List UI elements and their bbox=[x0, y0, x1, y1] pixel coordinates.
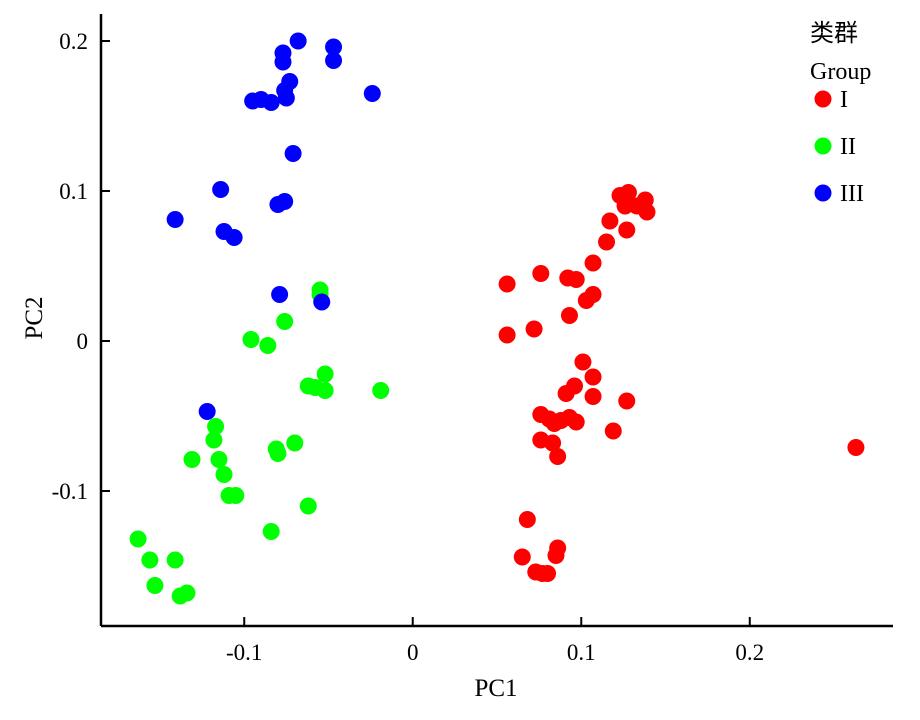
point-group-I bbox=[544, 434, 562, 452]
point-group-II bbox=[262, 523, 280, 540]
legend-label-III: III bbox=[840, 181, 864, 207]
point-group-I bbox=[847, 439, 865, 456]
point-group-II bbox=[178, 584, 196, 602]
point-group-II bbox=[141, 551, 159, 569]
point-group-II bbox=[276, 313, 294, 330]
point-group-III bbox=[166, 211, 184, 228]
point-group-I bbox=[584, 388, 602, 405]
data-points bbox=[129, 32, 865, 605]
y-tick-label: -0.1 bbox=[52, 479, 88, 504]
point-group-I bbox=[549, 448, 567, 465]
legend-marker-III bbox=[814, 184, 832, 202]
point-group-I bbox=[532, 265, 550, 282]
point-group-I bbox=[525, 320, 543, 338]
point-group-III bbox=[284, 145, 302, 162]
point-group-I bbox=[601, 212, 619, 230]
point-group-I bbox=[598, 233, 616, 251]
point-group-I bbox=[616, 197, 634, 215]
point-group-III bbox=[225, 229, 243, 246]
point-group-III bbox=[325, 38, 343, 56]
point-group-III bbox=[277, 89, 295, 107]
point-group-III bbox=[325, 52, 343, 69]
point-group-II bbox=[299, 497, 317, 515]
x-axis-title: PC1 bbox=[474, 675, 517, 702]
point-group-II bbox=[227, 487, 245, 504]
point-group-I bbox=[547, 547, 565, 564]
point-group-II bbox=[129, 530, 147, 548]
y-tick-label: 0.2 bbox=[59, 29, 88, 54]
point-group-I bbox=[539, 565, 557, 582]
y-axis-ticks: -0.1 0 0.1 0.2 bbox=[52, 29, 110, 504]
legend-title-zh: 类群 bbox=[810, 19, 858, 47]
point-group-II bbox=[242, 331, 260, 348]
point-group-I bbox=[557, 385, 575, 402]
point-group-I bbox=[619, 184, 637, 201]
point-group-II bbox=[146, 577, 164, 594]
point-group-II bbox=[286, 434, 304, 452]
point-group-I bbox=[518, 511, 536, 528]
x-tick-label: -0.1 bbox=[226, 640, 262, 665]
point-group-I bbox=[584, 254, 602, 272]
point-group-III bbox=[271, 286, 289, 303]
y-axis-title: PC2 bbox=[21, 296, 48, 339]
point-group-I bbox=[498, 326, 516, 344]
point-group-I bbox=[618, 221, 636, 239]
point-group-II bbox=[269, 445, 287, 462]
point-group-I bbox=[577, 292, 595, 309]
point-group-II bbox=[210, 451, 228, 468]
legend-label-II: II bbox=[840, 134, 856, 160]
point-group-III bbox=[289, 32, 307, 50]
point-group-III bbox=[313, 293, 331, 311]
legend-marker-II bbox=[814, 137, 832, 155]
point-group-I bbox=[567, 413, 585, 431]
legend-title-en: Group bbox=[810, 59, 871, 85]
point-group-III bbox=[363, 85, 381, 102]
point-group-III bbox=[198, 403, 216, 420]
point-group-I bbox=[567, 271, 585, 288]
axes: -0.1 0 0.1 0.2 -0.1 0 0.1 0.2 bbox=[52, 14, 893, 665]
point-group-II bbox=[316, 382, 334, 399]
legend-marker-I bbox=[814, 90, 832, 108]
point-group-III bbox=[274, 53, 292, 71]
point-group-I bbox=[618, 392, 636, 410]
point-group-I bbox=[584, 368, 602, 386]
x-tick-label: 0.2 bbox=[735, 640, 764, 665]
point-group-II bbox=[372, 382, 390, 399]
point-group-III bbox=[262, 94, 280, 111]
point-group-I bbox=[498, 275, 516, 293]
point-group-II bbox=[205, 431, 223, 449]
x-axis-ticks: -0.1 0 0.1 0.2 bbox=[226, 617, 764, 665]
point-group-III bbox=[212, 181, 230, 198]
point-group-II bbox=[183, 451, 201, 468]
point-group-I bbox=[604, 422, 622, 440]
point-group-III bbox=[269, 196, 287, 213]
point-group-II bbox=[207, 418, 225, 435]
x-tick-label: 0.1 bbox=[567, 640, 596, 665]
point-group-II bbox=[259, 337, 277, 354]
y-tick-label: 0 bbox=[77, 329, 89, 354]
point-group-II bbox=[215, 466, 233, 483]
x-tick-label: 0 bbox=[407, 640, 419, 665]
point-group-II bbox=[166, 551, 184, 569]
point-group-I bbox=[560, 307, 578, 324]
y-tick-label: 0.1 bbox=[59, 179, 88, 204]
point-group-II bbox=[316, 365, 334, 383]
legend-label-I: I bbox=[840, 87, 848, 113]
point-group-I bbox=[638, 203, 656, 221]
point-group-I bbox=[513, 548, 531, 566]
point-group-I bbox=[574, 353, 592, 371]
point-group-I bbox=[545, 415, 563, 432]
